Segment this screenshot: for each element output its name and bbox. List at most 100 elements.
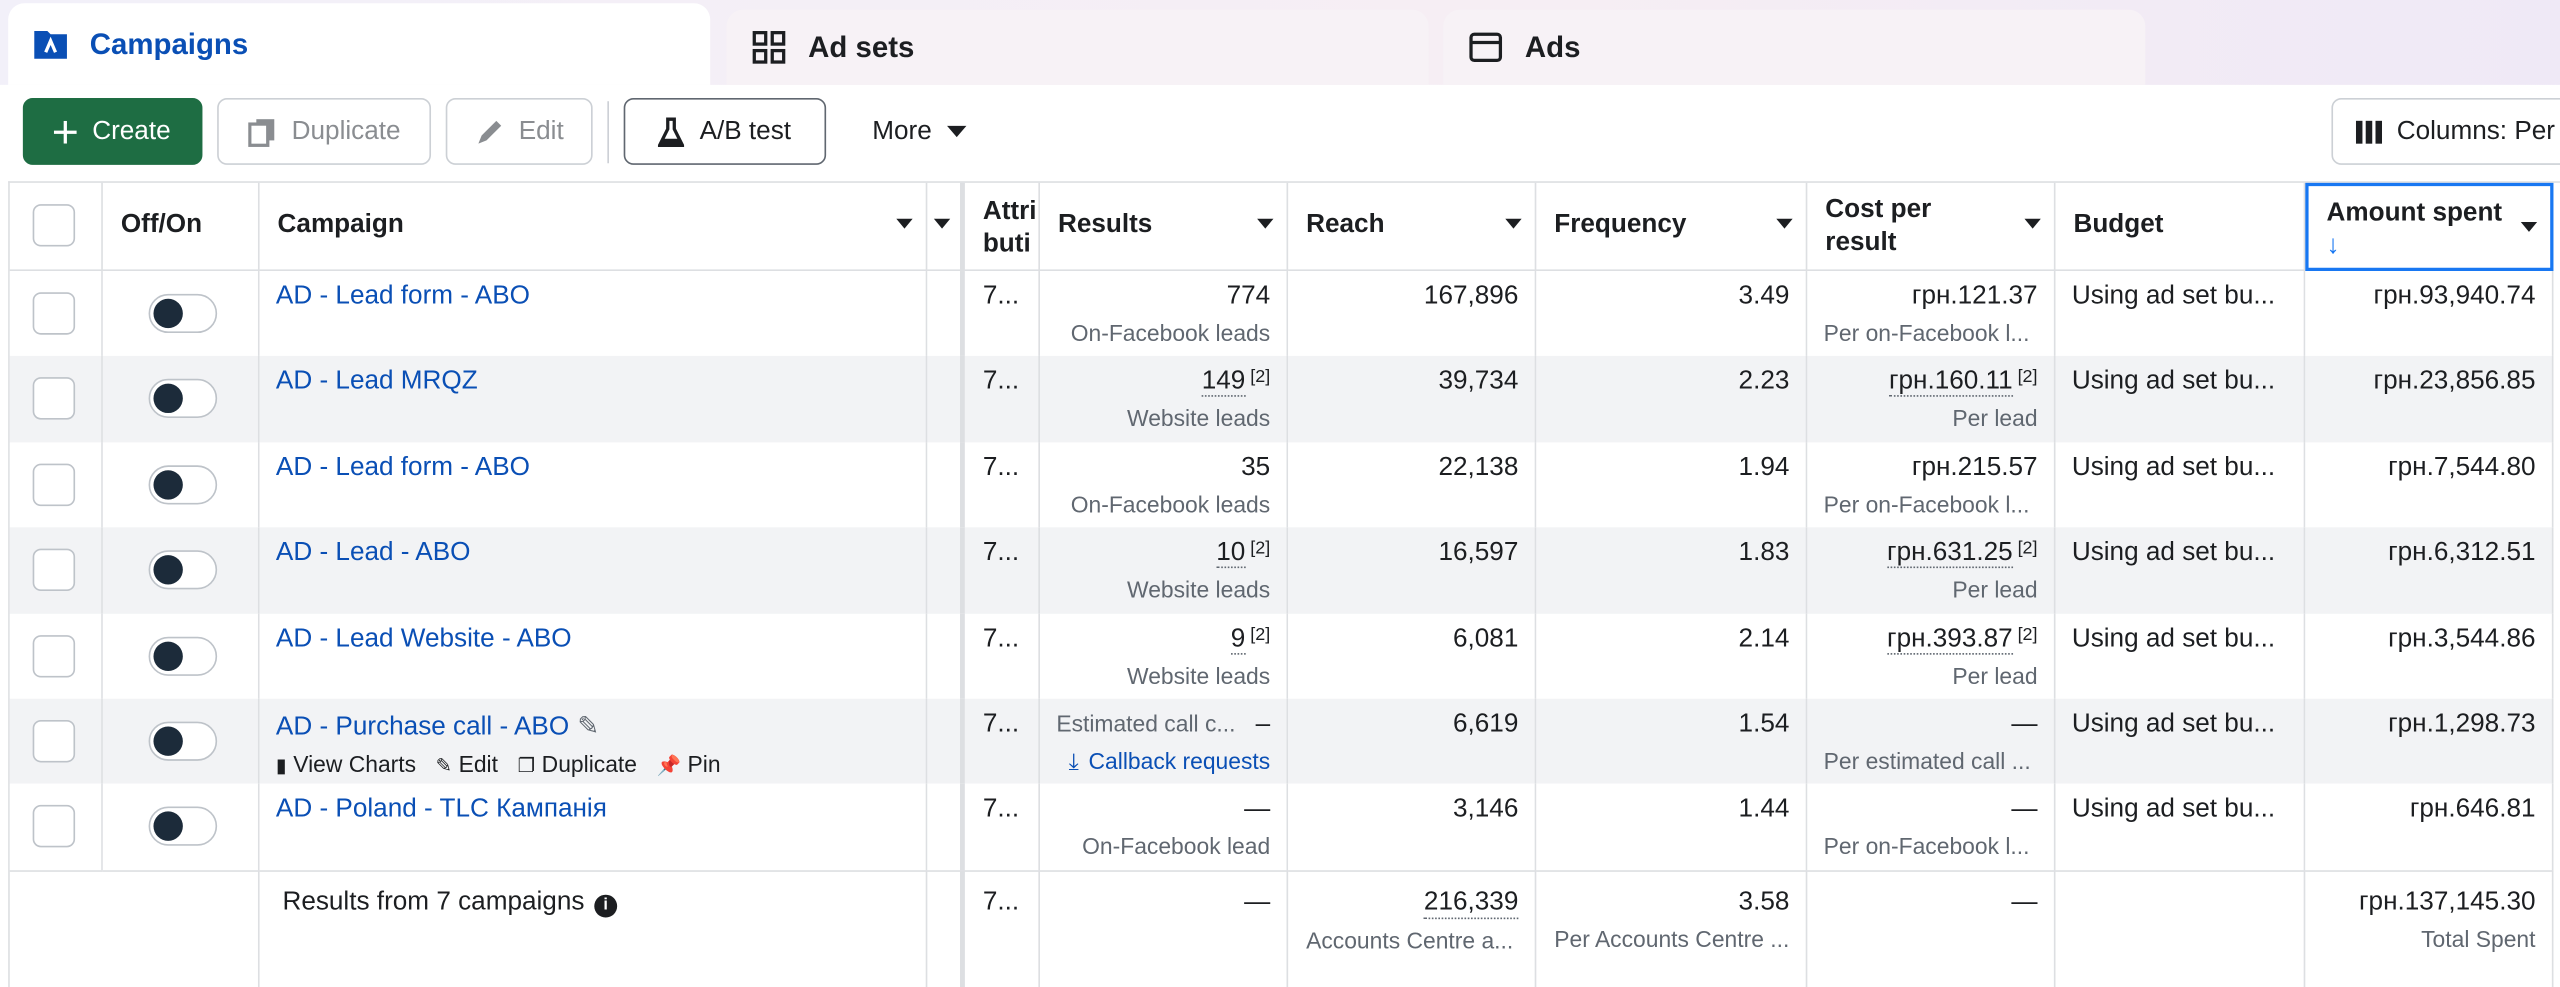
cost-line: грн.215.57 <box>1807 454 2038 483</box>
cost-type: Per estimated call ... <box>1823 747 2031 774</box>
toggle[interactable] <box>148 293 218 334</box>
column-header[interactable]: Budget <box>2073 210 2164 239</box>
edit-button[interactable]: Edit <box>445 97 593 165</box>
table-cell <box>102 527 260 614</box>
table-cell: 7... <box>964 356 1040 443</box>
toggle[interactable] <box>148 550 218 590</box>
table-cell: Using ad set bu... <box>2055 271 2306 357</box>
checkbox[interactable] <box>32 548 76 592</box>
sort-icon <box>2024 218 2041 229</box>
checkbox[interactable] <box>32 463 76 506</box>
table-cell: 774 On-Facebook leads <box>1039 271 1289 357</box>
table-cell: грн.137,145.30 Total Spent <box>2305 869 2554 987</box>
table-cell: 1.54 <box>1536 698 1808 785</box>
columns-button[interactable]: Columns: Per <box>2331 97 2560 165</box>
cost-value: грн.160.11 <box>1888 367 2013 398</box>
checkbox[interactable] <box>32 634 76 677</box>
attribution: 7... <box>982 795 1020 824</box>
checkbox[interactable] <box>32 292 76 335</box>
table-cell <box>9 356 103 443</box>
budget: Using ad set bu... <box>2071 282 2276 311</box>
results-type: On-Facebook leads <box>1070 491 1271 518</box>
footnote: [2] <box>1250 539 1271 559</box>
checkbox[interactable] <box>32 719 76 763</box>
table-cell: AD - Poland - TLC Кампанія <box>259 784 928 870</box>
column-header[interactable]: Campaign <box>277 210 404 239</box>
table-cell <box>9 182 103 272</box>
results-type: Website leads <box>1127 405 1271 432</box>
sort-direction: ↓ <box>2326 231 2340 260</box>
column-header[interactable]: Frequency <box>1554 210 1687 239</box>
column-header[interactable]: Cost per result <box>1825 195 1932 257</box>
table-cell: Results from 7 campaigns i <box>259 869 928 987</box>
budget: Using ad set bu... <box>2071 453 2276 482</box>
campaign-name[interactable]: AD - Lead - ABO <box>275 539 471 567</box>
summary-value: — <box>2011 887 2038 916</box>
create-button[interactable]: Create <box>22 97 203 165</box>
cost-type: Per lead <box>1952 405 2038 432</box>
cost-line: грн.121.37 <box>1807 282 2038 311</box>
campaign-name[interactable]: AD - Lead Website - ABO <box>275 624 572 653</box>
row-action[interactable]: 📌 Pin <box>657 751 721 777</box>
campaign-name[interactable]: AD - Purchase call - ABO <box>275 713 570 742</box>
column-header[interactable]: Attribution setting <box>982 197 1037 270</box>
campaign-name[interactable]: AD - Poland - TLC Кампанія <box>275 795 607 824</box>
results-type: Website leads <box>1127 576 1271 603</box>
duplicate-button[interactable]: Duplicate <box>217 97 432 165</box>
column-header[interactable]: Amount spent <box>2326 199 2503 227</box>
attribution: 7... <box>982 624 1020 653</box>
campaign-name[interactable]: AD - Lead form - ABO <box>275 453 530 482</box>
table-cell: 7... <box>964 527 1040 614</box>
table-cell: AD - Lead MRQZ <box>259 356 928 443</box>
tab[interactable]: Ads <box>1443 9 2146 85</box>
table-cell: 7... <box>964 271 1040 357</box>
budget: Using ad set bu... <box>2071 539 2276 567</box>
checkbox[interactable] <box>32 204 76 247</box>
row-action[interactable]: ✎ Edit <box>436 751 498 777</box>
download-icon: ⤓ <box>1068 747 1079 774</box>
table-cell: AD - Lead form - ABO <box>259 442 928 528</box>
divider <box>607 101 609 164</box>
column-header[interactable]: Reach <box>1306 210 1385 239</box>
tab[interactable]: Ad sets <box>726 9 1429 85</box>
table-cell: грн.215.57 Per on-Facebook l... <box>1807 442 2056 528</box>
attribution: 7... <box>982 710 1020 738</box>
table-cell <box>102 869 260 987</box>
toggle[interactable] <box>148 807 218 847</box>
results-value: 149 <box>1201 367 1246 398</box>
table-cell: — Per on-Facebook l... <box>1807 784 2056 870</box>
reach-value: 167,896 <box>1423 282 1519 311</box>
toggle[interactable] <box>148 721 218 761</box>
checkbox[interactable] <box>32 377 76 421</box>
table-cell: Using ad set bu... <box>2055 698 2306 785</box>
results-link[interactable]: Callback requests <box>1088 747 1271 774</box>
column-header[interactable]: Results <box>1057 210 1153 239</box>
table-cell <box>102 356 260 443</box>
reach-value: 6,619 <box>1452 710 1519 738</box>
toggle[interactable] <box>148 464 218 505</box>
summary-value: 3.58 <box>1738 887 1790 916</box>
table-cell: Reach <box>1288 182 1537 272</box>
row-action[interactable]: ❐ Duplicate <box>518 751 637 777</box>
table-cell <box>102 613 260 699</box>
tab-label: Ads <box>1524 30 1581 63</box>
more-button[interactable]: More <box>846 98 993 165</box>
ab-test-button[interactable]: A/B test <box>623 97 827 165</box>
cost-type: Per on-Facebook l... <box>1823 833 2030 860</box>
frequency-value: 1.44 <box>1738 795 1790 824</box>
toggle[interactable] <box>148 636 218 676</box>
sort-icon <box>1505 218 1522 229</box>
tab[interactable]: Campaigns <box>8 3 711 85</box>
results-type: On-Facebook lead <box>1082 833 1271 860</box>
checkbox[interactable] <box>32 805 76 848</box>
table-cell <box>927 527 965 614</box>
table-cell: 7... <box>964 613 1040 699</box>
campaign-name[interactable]: AD - Lead MRQZ <box>275 367 478 396</box>
results-line: 774 <box>1040 282 1271 311</box>
sort-icon <box>2520 222 2538 232</box>
toggle[interactable] <box>148 379 218 419</box>
row-action[interactable]: ▮ View Charts <box>276 751 416 777</box>
amount-spent: грн.1,298.73 <box>2388 710 2536 738</box>
campaign-name[interactable]: AD - Lead form - ABO <box>275 282 530 311</box>
